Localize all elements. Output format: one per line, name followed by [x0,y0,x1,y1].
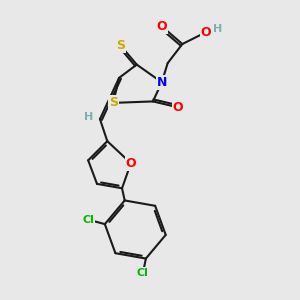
Text: N: N [157,76,167,89]
Text: S: S [109,96,118,110]
Text: Cl: Cl [83,215,94,225]
Text: H: H [212,24,222,34]
Text: O: O [157,20,167,33]
Text: O: O [125,157,136,170]
Text: H: H [84,112,93,122]
Text: O: O [201,26,211,39]
Text: S: S [116,39,125,52]
Text: Cl: Cl [137,268,149,278]
Text: O: O [173,101,183,114]
